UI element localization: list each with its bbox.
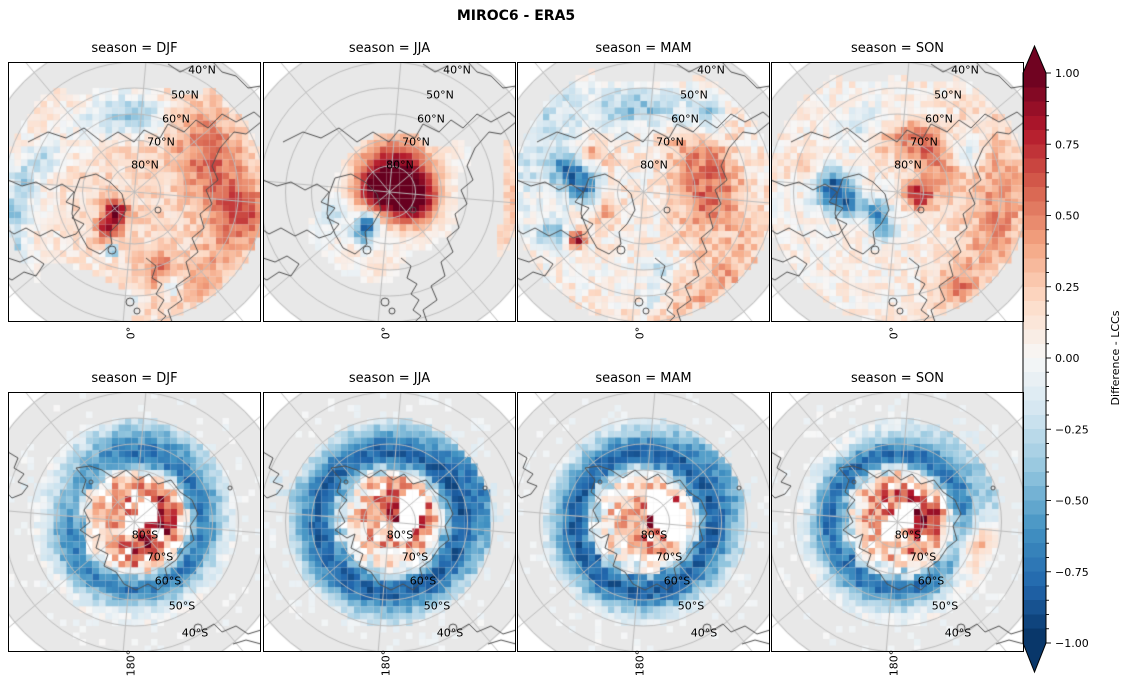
map-panel-arctic-jja: season = JJA 40°N 50°N 60°N 70°N 80°N 0°: [263, 41, 516, 339]
lat-label: 60°S: [154, 574, 182, 588]
panel-title: season = DJF: [91, 41, 178, 56]
map-canvas: [517, 62, 770, 322]
lat-label: 60°N: [162, 112, 190, 126]
lat-label: 50°S: [677, 599, 705, 613]
map-panel-antarctic-jja: season = JJA 80°S 70°S 60°S 50°S 40°S 180°: [263, 371, 516, 676]
panel-title: season = MAM: [595, 371, 692, 386]
colorbar-tick-label: 0.00: [1055, 352, 1080, 365]
colorbar-tick-label: −0.50: [1055, 495, 1089, 508]
panel-title: season = DJF: [91, 371, 178, 386]
lat-label: 70°N: [402, 135, 430, 149]
lat-label: 70°N: [910, 135, 938, 149]
lat-label: 40°N: [188, 63, 216, 77]
lat-label: 50°S: [168, 599, 196, 613]
lat-label: 50°N: [426, 88, 454, 102]
colorbar-tick-label: −0.75: [1055, 566, 1089, 579]
panel-title: season = JJA: [348, 371, 431, 386]
lat-label: 40°S: [436, 626, 464, 640]
lat-label: 60°N: [671, 112, 699, 126]
x-axis-label: 0°: [379, 326, 393, 340]
lat-label: 60°S: [917, 574, 945, 588]
lat-label: 80°S: [386, 528, 414, 542]
x-axis-label: 0°: [633, 326, 647, 340]
colorbar: 1.00 0.75 0.50 0.25 0.00 −0.25 −0.50 −0.75 −1.00…: [1020, 38, 1128, 690]
lat-label: 50°N: [934, 88, 962, 102]
lat-label: 50°N: [680, 88, 708, 102]
lat-label: 80°N: [640, 158, 668, 172]
map-canvas: [771, 392, 1024, 652]
colorbar-tick-label: 0.75: [1055, 138, 1080, 151]
lat-label: 50°S: [423, 599, 451, 613]
colorbar-tick-label: 0.50: [1055, 210, 1080, 223]
colorbar-tick-label: −0.25: [1055, 423, 1089, 436]
lat-label: 70°S: [655, 550, 683, 564]
map-canvas: [771, 62, 1024, 322]
x-axis-label: 180°: [379, 649, 393, 677]
panel-title: season = SON: [850, 41, 945, 56]
map-panel-arctic-djf: season = DJF 40°N 50°N 60°N 70°N 80°N 0°: [8, 41, 261, 339]
colorbar-gradient: [1022, 44, 1047, 674]
map-panel-antarctic-mam: season = MAM 80°S 70°S 60°S 50°S 40°S 180°: [517, 371, 770, 676]
x-axis-label: 180°: [633, 649, 647, 677]
lat-label: 40°S: [181, 626, 209, 640]
lat-label: 70°S: [401, 550, 429, 564]
colorbar-label: Difference - LCCs: [1109, 310, 1122, 405]
lat-label: 80°S: [131, 528, 159, 542]
lat-label: 50°S: [931, 599, 959, 613]
lat-label: 60°S: [663, 574, 691, 588]
x-axis-label: 0°: [887, 326, 901, 340]
map-canvas: [8, 62, 261, 322]
lat-label: 80°N: [386, 158, 414, 172]
colorbar-tick-label: −1.00: [1055, 637, 1089, 650]
lat-label: 60°N: [417, 112, 445, 126]
lat-label: 80°N: [894, 158, 922, 172]
lat-label: 40°S: [690, 626, 718, 640]
map-canvas: [263, 392, 516, 652]
lat-label: 40°N: [443, 63, 471, 77]
map-canvas: [263, 62, 516, 322]
map-panel-antarctic-son: season = SON 80°S 70°S 60°S 50°S 40°S 180°: [771, 371, 1024, 676]
map-panel-arctic-mam: season = MAM 40°N 50°N 60°N 70°N 80°N 0°: [517, 41, 770, 339]
lat-label: 80°S: [894, 528, 922, 542]
lat-label: 50°N: [171, 88, 199, 102]
panel-title: season = SON: [850, 371, 945, 386]
lat-label: 70°N: [147, 135, 175, 149]
map-canvas: [517, 392, 770, 652]
lat-label: 70°N: [656, 135, 684, 149]
lat-label: 70°S: [909, 550, 937, 564]
colorbar-tick-label: 0.25: [1055, 281, 1080, 294]
lat-label: 40°S: [944, 626, 972, 640]
map-panel-antarctic-djf: season = DJF 80°S 70°S 60°S 50°S 40°S 180°: [8, 371, 261, 676]
panel-title: season = JJA: [348, 41, 431, 56]
lat-label: 80°S: [640, 528, 668, 542]
panel-title: season = MAM: [595, 41, 692, 56]
lat-label: 40°N: [951, 63, 979, 77]
x-axis-label: 180°: [887, 649, 901, 677]
lat-label: 80°N: [131, 158, 159, 172]
colorbar-tick-label: 1.00: [1055, 67, 1080, 80]
x-axis-label: 180°: [124, 649, 138, 677]
x-axis-label: 0°: [124, 326, 138, 340]
map-canvas: [8, 392, 261, 652]
lat-label: 60°N: [925, 112, 953, 126]
lat-label: 70°S: [146, 550, 174, 564]
map-panel-arctic-son: season = SON 40°N 50°N 60°N 70°N 80°N 0°: [771, 41, 1024, 339]
lat-label: 60°S: [409, 574, 437, 588]
figure-title: MIROC6 - ERA5: [456, 8, 576, 24]
lat-label: 40°N: [697, 63, 725, 77]
